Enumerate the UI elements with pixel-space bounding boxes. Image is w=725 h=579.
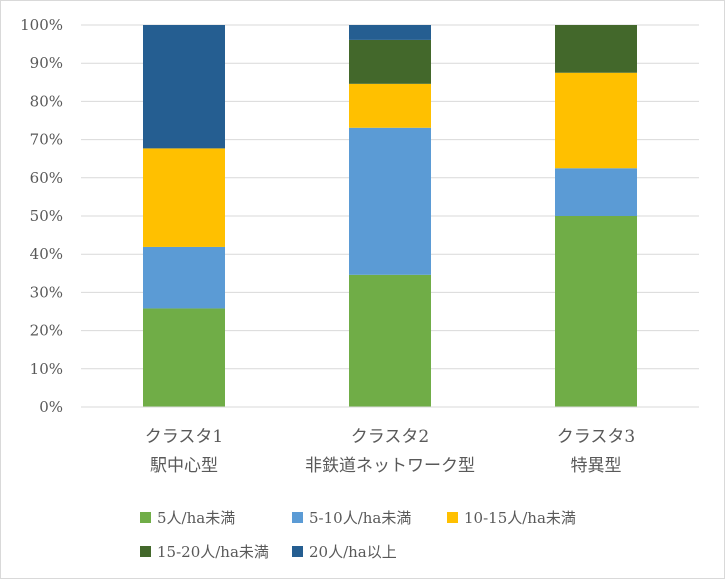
x-tick-label: クラスタ3 [557,427,635,447]
legend-item: 10-15人/ha未満 [447,507,576,528]
y-tick-label: 80% [30,92,63,110]
y-tick-label: 30% [30,283,63,301]
stacked-bar-chart: 0% 10% 20% 30% 40% 50% 60% 70% 80% 90% 100% クラスタ1 駅中… [20,16,699,476]
x-tick-label: 非鉄道ネットワーク型 [305,456,475,476]
bar-segment [143,246,225,309]
bar-segment [349,127,431,275]
y-tick-label: 20% [30,322,63,340]
bar-segment [143,25,225,149]
bar-segment [349,39,431,84]
bar-segment [349,83,431,128]
bar-segment [349,25,431,40]
legend-item: 5人/ha未満 [140,507,235,528]
x-tick-label: 特異型 [571,456,622,476]
y-tick-label: 10% [30,360,63,378]
x-tick-label: クラスタ2 [351,427,429,447]
bar-segment [555,72,637,169]
x-tick-label: クラスタ1 [145,427,223,447]
y-tick-label: 60% [30,169,63,187]
legend-item: 15-20人/ha未満 [140,541,269,562]
bar-segment [143,148,225,247]
bar-segment [555,25,637,73]
legend-swatch [292,512,303,523]
bar-segment [143,308,225,407]
legend-label: 15-20人/ha未満 [157,543,269,561]
legend-item: 20人/ha以上 [292,541,397,562]
bar-segment [555,168,637,216]
legend-swatch [140,546,151,557]
y-tick-label: 40% [30,245,63,263]
y-tick-label: 70% [30,131,63,149]
legend-item: 5-10人/ha未満 [292,507,411,528]
y-tick-label: 0% [39,398,63,416]
legend-swatch [292,546,303,557]
bar-segment [349,274,431,407]
legend-label: 20人/ha以上 [309,543,397,561]
y-tick-label: 50% [30,207,63,225]
y-tick-label: 100% [20,16,63,34]
legend-label: 5人/ha未満 [157,509,236,527]
legend-label: 10-15人/ha未満 [464,509,576,527]
bar-segment [555,216,637,407]
legend-swatch [447,512,458,523]
y-tick-label: 90% [30,54,63,72]
x-tick-label: 駅中心型 [150,456,218,476]
legend-label: 5-10人/ha未満 [309,509,412,527]
legend-swatch [140,512,151,523]
